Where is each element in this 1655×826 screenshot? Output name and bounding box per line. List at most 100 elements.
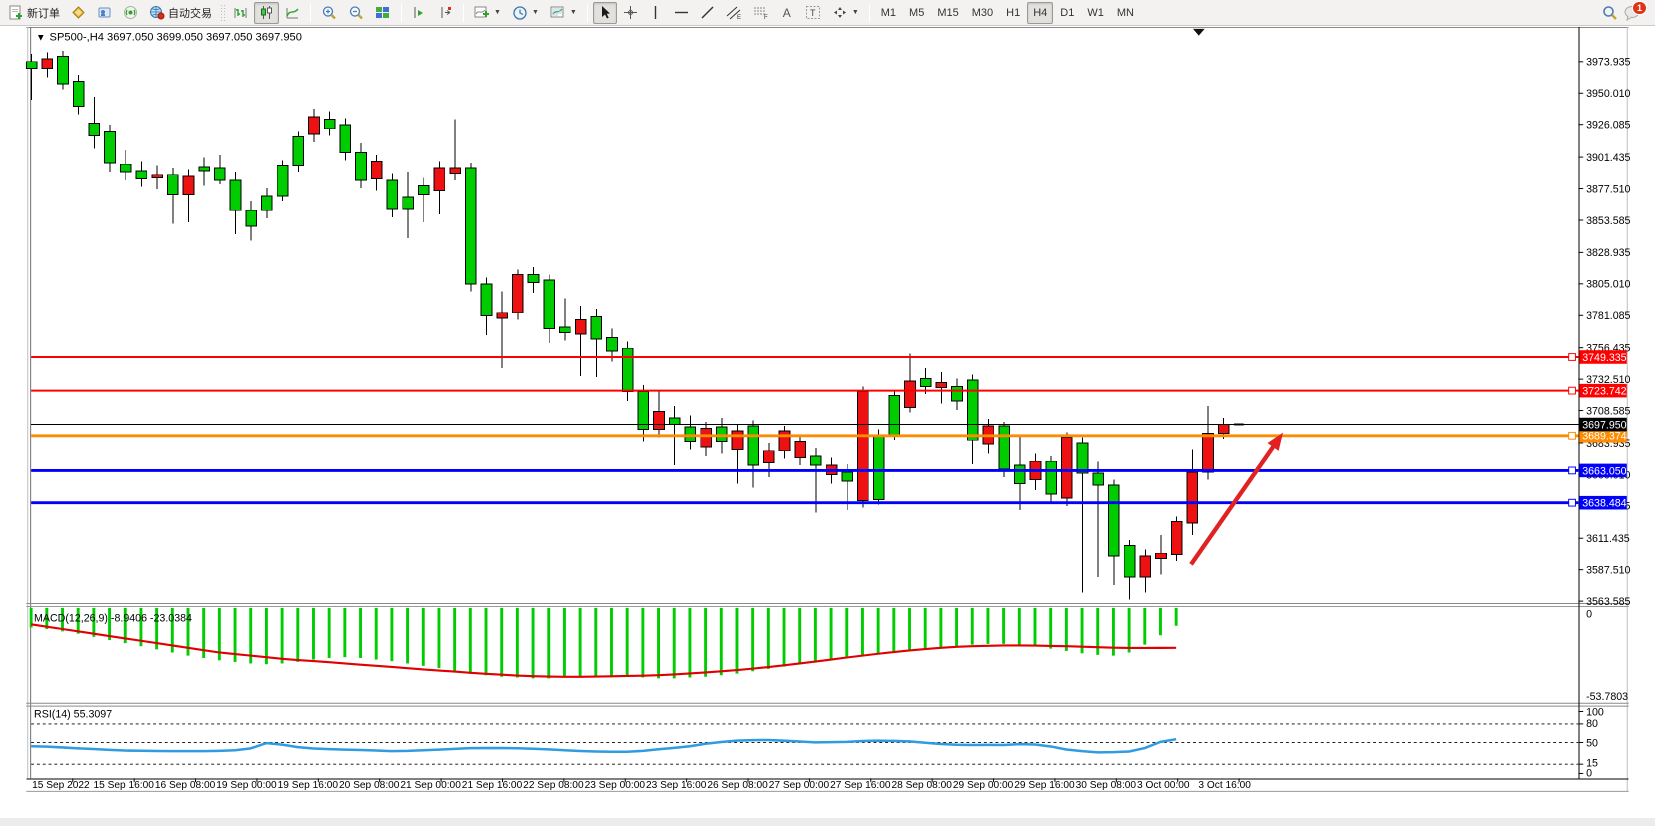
hline-anchor[interactable] — [1568, 466, 1576, 475]
timeframe-m1-button[interactable]: M1 — [880, 6, 897, 19]
rsi-panel: RSI(14) 55.3097 — [31, 708, 1579, 765]
price-tick-label: 3781.085 — [1586, 310, 1630, 322]
trendline-tool-button[interactable] — [695, 2, 720, 24]
svg-text:E: E — [737, 15, 741, 20]
autotrade-button[interactable]: 自动交易 — [144, 2, 217, 24]
time-tick-label: 27 Sep 16:00 — [830, 780, 891, 791]
label-tool-icon: T — [805, 6, 820, 19]
candle — [966, 379, 979, 441]
timeframe-m15-button[interactable]: M15 — [937, 6, 959, 19]
candle — [684, 426, 697, 443]
text-tool-glyph: A — [782, 5, 791, 20]
window-bottom-strip — [0, 818, 1655, 826]
search-button[interactable] — [1597, 2, 1623, 24]
candle — [1202, 433, 1214, 473]
clock-caret: ▼ — [531, 9, 539, 16]
timeframe-h1-button[interactable]: H1 — [1006, 6, 1021, 19]
time-tick-label: 16 Sep 08:00 — [155, 780, 216, 791]
line-chart-button[interactable] — [280, 2, 305, 24]
time-tick-label: 29 Sep 16:00 — [1014, 780, 1075, 791]
timeframe-m5-button[interactable]: M5 — [909, 6, 925, 19]
toolbar-separator — [401, 3, 402, 22]
chart-window[interactable]: ▼ SP500-,H4 3697.050 3699.050 3697.050 36… — [0, 26, 1655, 818]
candlestick-chart-button[interactable] — [254, 1, 279, 24]
templates-caret: ▼ — [569, 9, 577, 16]
auto-scroll-button[interactable] — [407, 2, 432, 24]
timeframe-d1-button[interactable]: D1 — [1060, 6, 1075, 19]
chart-shift-marker[interactable] — [1193, 28, 1205, 36]
candle — [119, 163, 132, 173]
timeframe-mn-button[interactable]: MN — [1116, 6, 1134, 19]
candle — [386, 179, 399, 210]
rsi-axis-label: 50 — [1586, 737, 1598, 749]
fibonacci-icon: F — [753, 7, 768, 20]
candle — [590, 316, 603, 340]
arrows-tool-button[interactable]: ▼ — [827, 2, 864, 24]
candle — [763, 450, 775, 464]
text-tool-button[interactable]: A — [775, 2, 799, 24]
price-tick-label: 3828.935 — [1586, 247, 1630, 259]
candle — [841, 471, 854, 482]
templates-button[interactable]: ▼ — [545, 2, 582, 24]
vertical-line-tool-button[interactable] — [644, 2, 668, 24]
autotrade-globe-icon — [150, 6, 165, 20]
candle — [41, 58, 54, 69]
hline-anchor[interactable] — [1568, 386, 1576, 395]
timeframe-w1-button[interactable]: W1 — [1087, 6, 1104, 19]
price-badge-3638.484 — [1579, 495, 1627, 510]
hline-anchor[interactable] — [1568, 498, 1576, 507]
bar-chart-icon — [234, 8, 247, 18]
label-tool-button[interactable]: T — [800, 2, 826, 24]
rsi-axis-label: 15 — [1586, 758, 1598, 770]
bar-chart-button[interactable] — [228, 2, 253, 24]
new-order-button[interactable]: 新订单 — [4, 2, 65, 24]
time-tick-label: 27 Sep 00:00 — [769, 780, 830, 791]
profile-button[interactable] — [92, 2, 117, 24]
horizontal-line-tool-button[interactable] — [669, 2, 694, 24]
candle — [653, 410, 665, 431]
zoom-out-button[interactable] — [343, 2, 369, 24]
timeframe-m30-button[interactable]: M30 — [971, 6, 994, 19]
crosshair-tool-button[interactable] — [618, 2, 643, 24]
time-tick-label: 23 Sep 00:00 — [585, 780, 646, 791]
fibonacci-tool-button[interactable]: F — [748, 2, 774, 24]
seal-button[interactable] — [66, 2, 91, 24]
profile-icon — [98, 7, 111, 18]
signal-button[interactable] — [118, 2, 143, 24]
chat-button[interactable]: 1 — [1623, 0, 1647, 21]
candle — [935, 381, 948, 389]
auto-scroll-icon — [414, 7, 423, 18]
price-tick-label: 3611.435 — [1586, 533, 1630, 545]
tile-windows-button[interactable] — [370, 2, 396, 24]
candle — [715, 426, 728, 443]
hline-anchor[interactable] — [1568, 353, 1576, 361]
indicators-button[interactable]: ▼ — [469, 2, 506, 24]
seal-icon — [72, 6, 85, 19]
candle — [810, 455, 822, 466]
candle — [292, 136, 305, 167]
price-badge-3697.950 — [1579, 417, 1627, 432]
cursor-tool-button[interactable] — [592, 1, 617, 24]
time-tick-label: 29 Sep 00:00 — [953, 780, 1014, 791]
chart-canvas[interactable]: ▼ SP500-,H4 3697.050 3699.050 3697.050 36… — [0, 26, 1655, 818]
time-tick-label: 21 Sep 16:00 — [462, 780, 523, 791]
timeframe-clock-button[interactable]: ▼ — [507, 2, 544, 24]
timeframe-h4-button[interactable]: H4 — [1027, 1, 1054, 24]
hline-anchor[interactable] — [1568, 431, 1576, 440]
candle — [904, 380, 916, 408]
price-tick-label: 3708.585 — [1586, 405, 1630, 417]
zoom-in-button[interactable] — [316, 2, 342, 24]
candle — [1061, 437, 1073, 499]
chart-shift-button[interactable] — [433, 2, 458, 24]
time-tick-label: 30 Sep 08:00 — [1076, 780, 1137, 791]
candle — [731, 430, 744, 450]
time-tick-label: 19 Sep 00:00 — [216, 780, 277, 791]
price-tick-label: 3926.085 — [1586, 120, 1630, 132]
candle — [857, 391, 869, 502]
candle — [1217, 423, 1230, 435]
candle — [668, 417, 681, 425]
arrow-annotation[interactable] — [1189, 432, 1284, 566]
candle — [1170, 521, 1183, 556]
candle — [261, 195, 273, 211]
channel-tool-button[interactable]: E — [721, 2, 747, 24]
